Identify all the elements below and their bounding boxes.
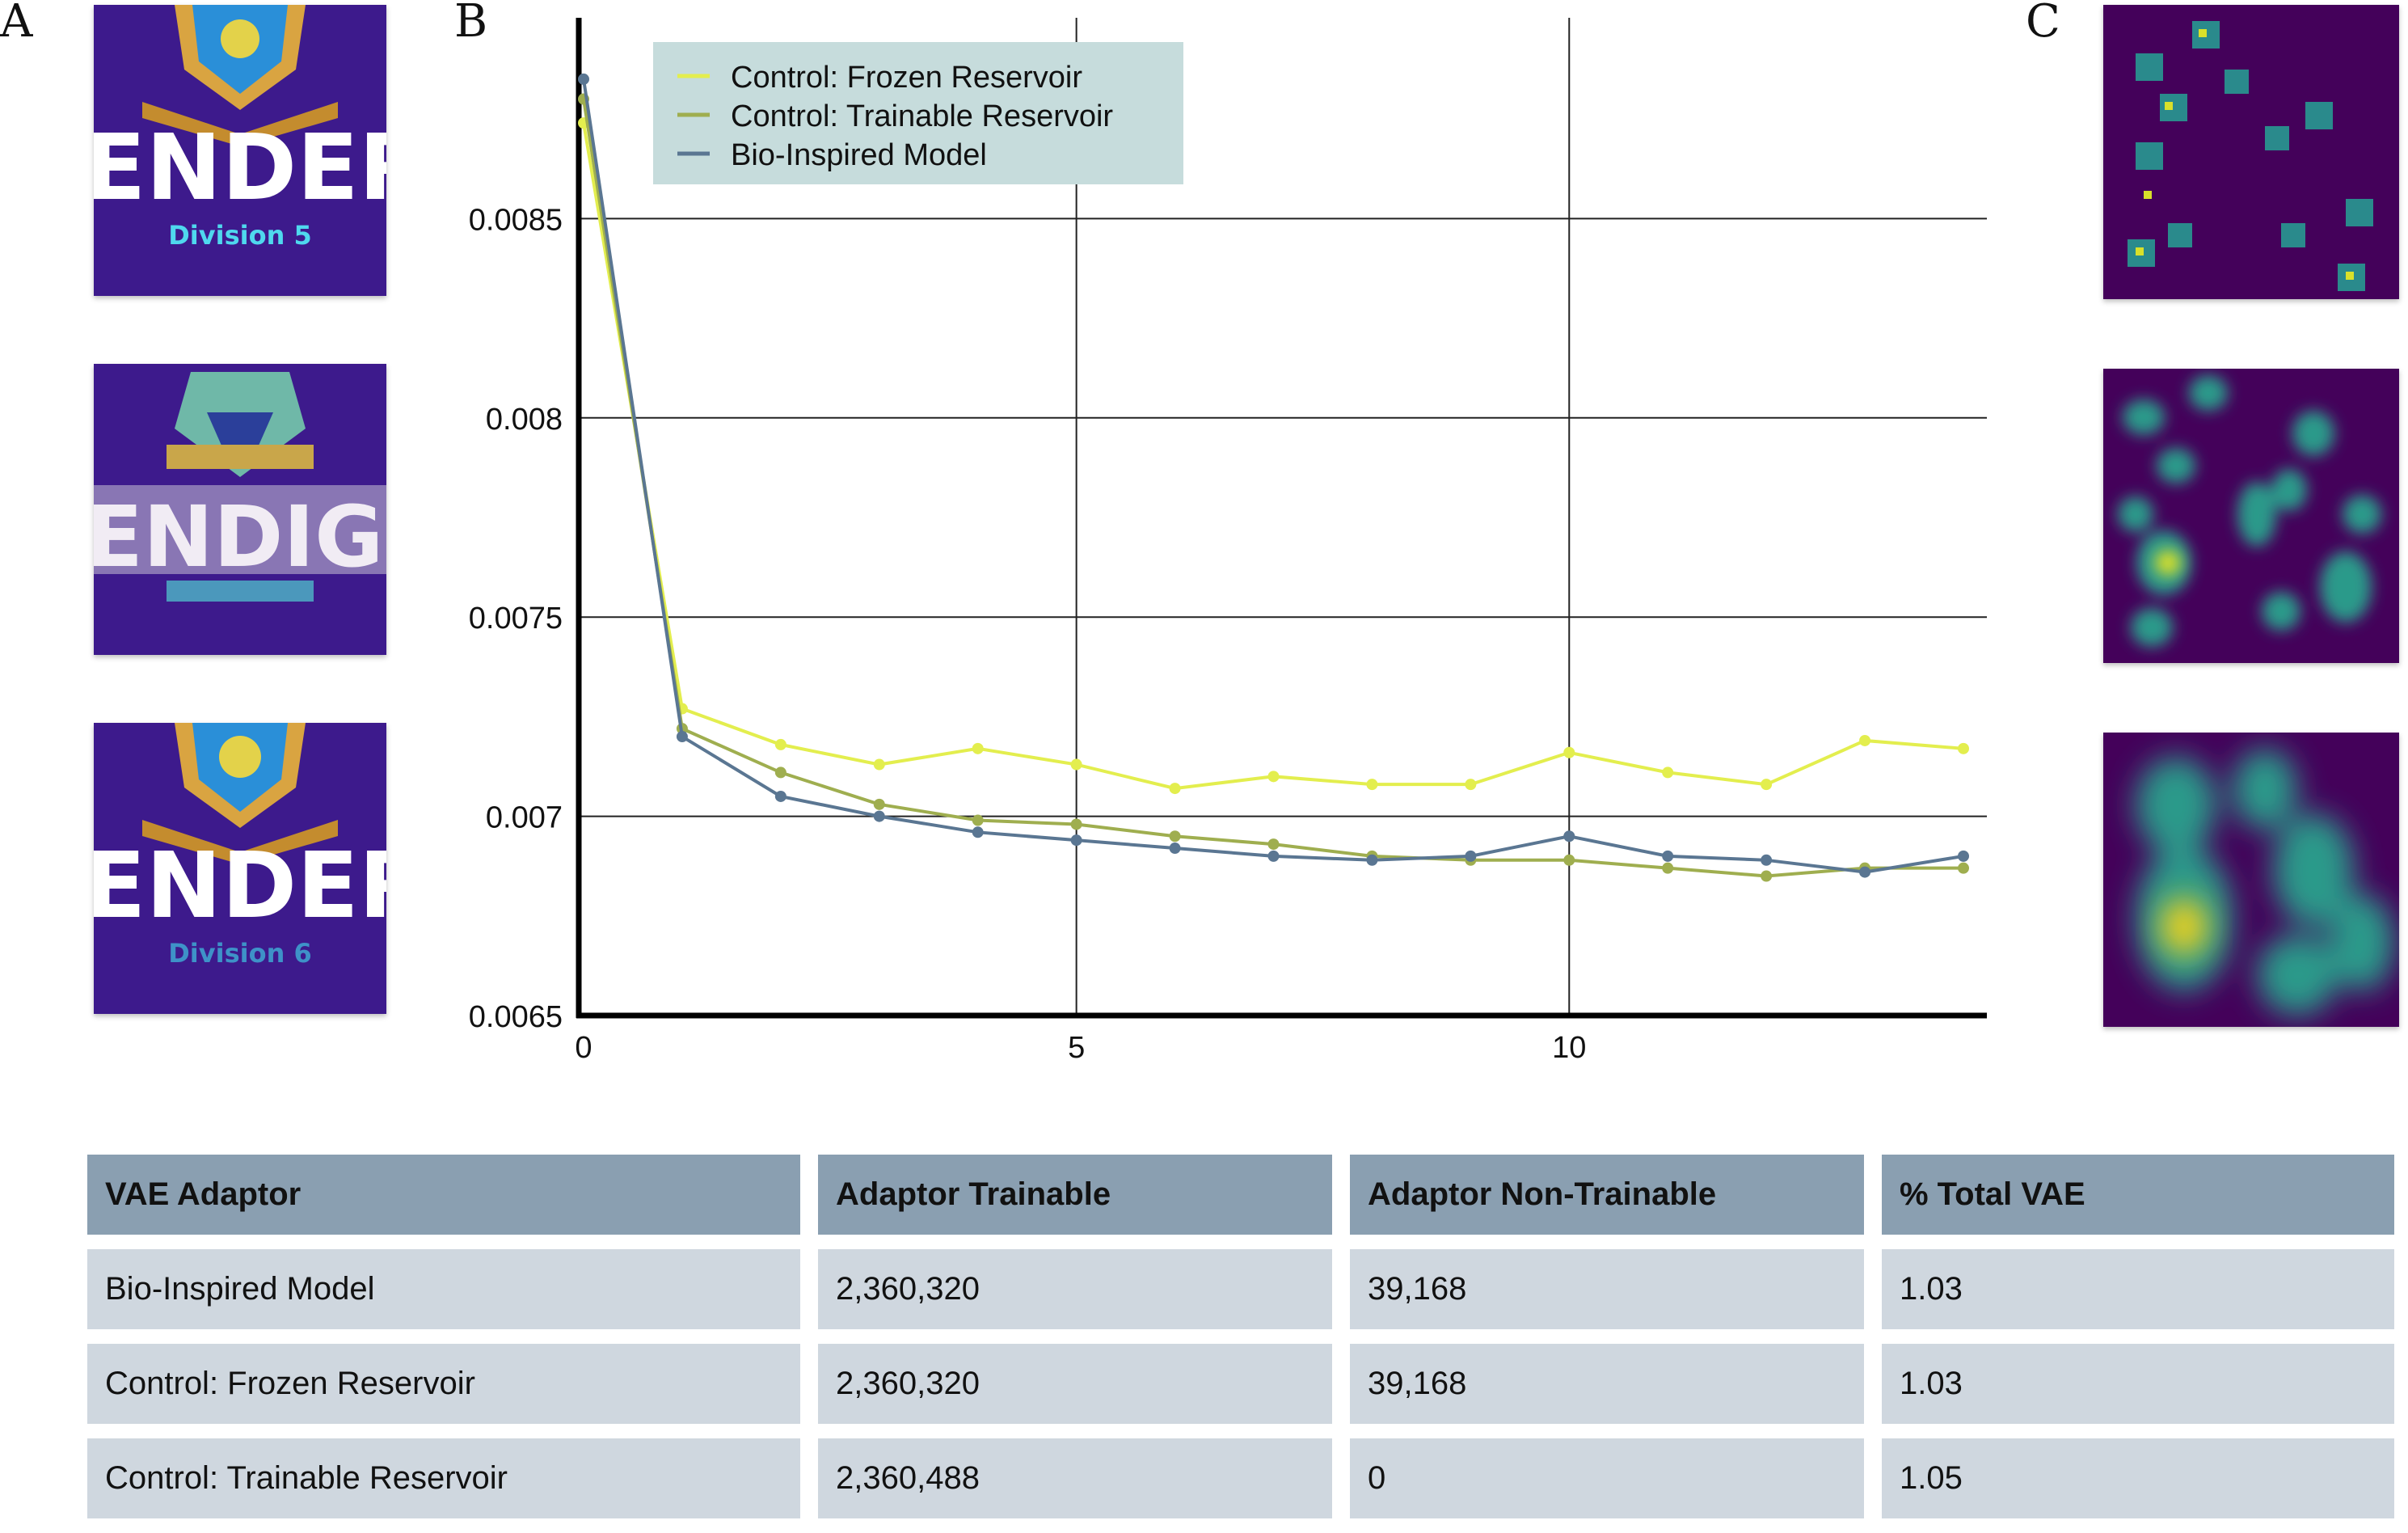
x-tick-label: 5 xyxy=(1068,1031,1085,1065)
data-point-frozen xyxy=(1169,783,1181,795)
x-tick-label: 10 xyxy=(1552,1031,1586,1065)
data-point-frozen xyxy=(1070,758,1082,771)
thumbnail-big-text: ENDIG L xyxy=(94,488,386,586)
heatmap-medium xyxy=(2103,369,2399,663)
legend-box xyxy=(653,42,1183,184)
table-cell: Bio-Inspired Model xyxy=(87,1249,800,1329)
legend-label: Control: Frozen Reservoir xyxy=(731,61,1082,95)
chart-ticks: 0.0065 0.007 0.0075 0.008 0.0085 0 5 10 xyxy=(469,203,1587,1065)
table-cell: 1.03 xyxy=(1882,1344,2394,1424)
thumbnail-small-text: Division 5 xyxy=(168,220,312,251)
series-line-trainable xyxy=(582,99,1963,878)
data-point-frozen xyxy=(1859,734,1871,746)
panel-label-c: C xyxy=(2026,0,2060,48)
data-point-frozen xyxy=(1563,746,1575,758)
loss-line-chart: 0.0065 0.007 0.0075 0.008 0.0085 0 5 10 Control… xyxy=(469,18,1987,1065)
table-cell: Control: Trainable Reservoir xyxy=(87,1438,800,1518)
data-point-frozen xyxy=(1465,779,1477,791)
y-tick-label: 0.0065 xyxy=(469,1000,563,1034)
data-point-trainable xyxy=(774,766,787,779)
series-line-bio xyxy=(582,78,1964,874)
x-tick-label: 0 xyxy=(575,1031,592,1065)
y-tick-label: 0.0085 xyxy=(469,203,563,237)
chart-legend: Control: Frozen Reservoir Control: Traina… xyxy=(653,42,1183,184)
data-point-trainable xyxy=(1169,830,1181,843)
table-cell: 39,168 xyxy=(1350,1249,1864,1329)
thumbnail-big-text: ENDER L xyxy=(94,116,386,221)
table-row: Control: Trainable Reservoir 2,360,488 0… xyxy=(87,1438,2401,1518)
data-point-frozen xyxy=(972,742,984,754)
table-cell: 39,168 xyxy=(1350,1344,1864,1424)
data-point-frozen xyxy=(1366,779,1378,791)
data-point-bio xyxy=(1169,843,1181,855)
table-header-cell: % Total VAE xyxy=(1882,1155,2394,1235)
data-point-frozen xyxy=(1958,742,1969,754)
legend-label: Bio-Inspired Model xyxy=(731,138,987,172)
chart-axes xyxy=(576,18,1987,1019)
data-point-bio xyxy=(1366,854,1378,866)
legend-label: Control: Trainable Reservoir xyxy=(731,99,1113,133)
data-point-bio xyxy=(1662,850,1674,862)
table-header-cell: VAE Adaptor xyxy=(87,1155,800,1235)
table-cell: 2,360,320 xyxy=(818,1249,1332,1329)
table-row: Control: Frozen Reservoir 2,360,320 39,1… xyxy=(87,1344,2401,1424)
data-point-bio xyxy=(1563,830,1575,843)
panel-label-a: A xyxy=(0,0,33,48)
data-point-trainable xyxy=(873,798,885,810)
table-header-row: VAE Adaptor Adaptor Trainable Adaptor No… xyxy=(87,1155,2401,1235)
data-point-bio xyxy=(578,73,589,85)
y-tick-label: 0.007 xyxy=(486,801,563,835)
y-tick-label: 0.0075 xyxy=(469,602,563,636)
data-point-trainable xyxy=(1267,838,1280,851)
data-point-bio xyxy=(676,731,688,743)
table-cell: 2,360,488 xyxy=(818,1438,1332,1518)
data-point-bio xyxy=(1761,854,1773,866)
data-point-bio xyxy=(873,810,885,822)
data-point-bio xyxy=(1070,834,1082,847)
table-header-cell: Adaptor Non-Trainable xyxy=(1350,1155,1864,1235)
chart-series xyxy=(578,73,1969,882)
thumbnail-small-text: Division 6 xyxy=(168,938,312,969)
thumbnail-big-text: ENDER L xyxy=(94,834,386,939)
data-point-frozen xyxy=(1662,766,1674,779)
y-tick-label: 0.008 xyxy=(486,403,563,437)
panel-label-b: B xyxy=(454,0,488,48)
data-point-trainable xyxy=(1958,862,1969,874)
data-point-frozen xyxy=(774,738,787,750)
table-cell: 0 xyxy=(1350,1438,1864,1518)
data-point-frozen xyxy=(1761,779,1773,791)
data-point-bio xyxy=(972,826,984,838)
data-point-bio xyxy=(1859,866,1871,878)
table-row: Bio-Inspired Model 2,360,320 39,168 1.03 xyxy=(87,1249,2401,1329)
data-point-trainable xyxy=(972,814,984,826)
table-cell: 1.05 xyxy=(1882,1438,2394,1518)
table-cell: 2,360,320 xyxy=(818,1344,1332,1424)
data-point-bio xyxy=(1958,850,1969,862)
data-point-bio xyxy=(1465,850,1477,862)
parameter-table: VAE Adaptor Adaptor Trainable Adaptor No… xyxy=(87,1155,2401,1533)
thumbnail-clean: ENDER L Division 5 xyxy=(94,5,386,296)
table-header-cell: Adaptor Trainable xyxy=(818,1155,1332,1235)
table-cell: Control: Frozen Reservoir xyxy=(87,1344,800,1424)
data-point-bio xyxy=(774,790,787,802)
table-cell: 1.03 xyxy=(1882,1249,2394,1329)
data-point-trainable xyxy=(1563,854,1575,866)
data-point-trainable xyxy=(1070,818,1082,830)
data-point-frozen xyxy=(873,758,885,771)
data-point-frozen xyxy=(1267,771,1280,783)
data-point-trainable xyxy=(1662,862,1674,874)
heatmap-sharp xyxy=(2103,5,2399,299)
thumbnail-blurred: ENDER L Division 6 xyxy=(94,723,386,1014)
data-point-trainable xyxy=(1761,870,1773,882)
series-line-frozen xyxy=(582,122,1964,791)
thumbnail-distorted: ENDIG L xyxy=(94,364,386,655)
chart-grid xyxy=(579,18,1987,1016)
data-point-bio xyxy=(1267,850,1280,862)
heatmap-heavy xyxy=(2103,733,2399,1027)
